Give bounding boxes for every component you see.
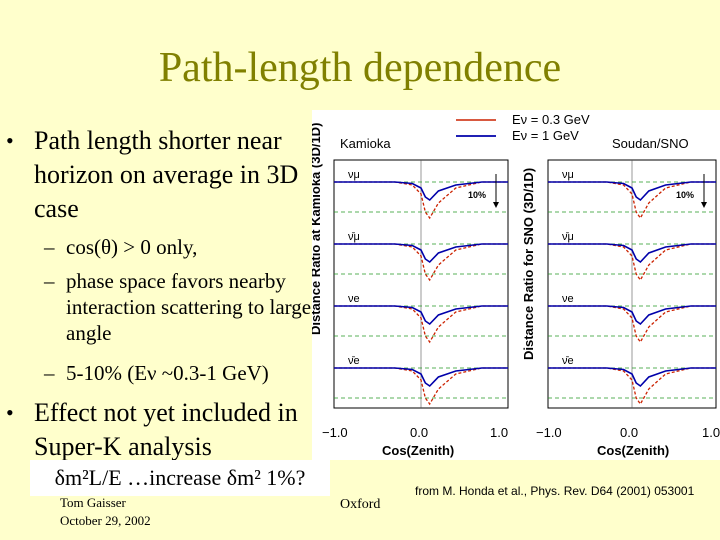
subbullet-2-text: phase space favors nearby interaction sc…	[66, 269, 312, 345]
left-series-2-line	[334, 305, 508, 326]
x-tick-right-3: 1.0	[702, 425, 720, 440]
legend-label-2: Eν = 1 GeV	[512, 128, 579, 143]
x-tick-right-2: 0.0	[620, 425, 638, 440]
bullet-dot-icon: •	[6, 400, 14, 425]
right-panel-title: Soudan/SNO	[612, 136, 689, 151]
right-row-label: ν̄e	[562, 355, 574, 367]
subbullet-2: – phase space favors nearby interaction …	[44, 268, 326, 346]
left-series-2-line	[334, 367, 508, 388]
bullet-1-text: Path length shorter near horizon on aver…	[34, 126, 299, 223]
citation: from M. Honda et al., Phys. Rev. D64 (20…	[415, 484, 695, 498]
slide-title: Path-length dependence	[158, 45, 562, 91]
subbullet-1: – cos(θ) > 0 only,	[44, 234, 316, 260]
legend-label-1: Eν = 0.3 GeV	[512, 112, 590, 127]
right-row-label: νe	[562, 293, 574, 305]
right-y-axis-label: Distance Ratio for SNO (3D/1D)	[521, 168, 536, 360]
bullet-2-text: Effect not yet included in Super-K analy…	[34, 398, 298, 461]
left-row-label: νμ	[348, 169, 360, 181]
x-tick-left-3: 1.0	[490, 425, 508, 440]
figure-svg: Kamioka Soudan/SNO Eν = 0.3 GeV Eν = 1 G…	[308, 112, 720, 458]
footer-author: Tom Gaisser	[60, 495, 126, 510]
x-tick-left-2: 0.0	[410, 425, 428, 440]
left-y-axis-label: Distance Ratio at Kamioka (3D/1D)	[312, 123, 323, 335]
footer-date: October 29, 2002	[60, 513, 151, 528]
x-tick-right-1: −1.0	[536, 425, 562, 440]
right-scale-arrow-head	[701, 202, 707, 208]
subbullet-1-text: cos(θ) > 0 only,	[66, 235, 198, 259]
right-row-label: νμ	[562, 169, 574, 181]
left-row-label: νe	[348, 293, 360, 305]
right-row-label: ν̄μ	[562, 231, 574, 243]
right-series-2-line	[548, 181, 716, 202]
right-scale-label: 10%	[676, 190, 694, 200]
bullet-2: • Effect not yet included in Super-K ana…	[6, 396, 324, 464]
left-row-label: ν̄e	[348, 355, 360, 367]
left-scale-label: 10%	[468, 190, 486, 200]
bullet-1: • Path length shorter near horizon on av…	[6, 124, 324, 226]
subbullet-3-text: 5-10% (Eν ~0.3-1 GeV)	[66, 361, 269, 385]
right-series-2-line	[548, 367, 716, 388]
left-row-label: ν̄μ	[348, 231, 360, 243]
left-series-2-line	[334, 181, 508, 202]
right-series-2-line	[548, 305, 716, 326]
dash-icon: –	[44, 269, 55, 293]
footer-author-block: Tom Gaisser October 29, 2002	[60, 494, 151, 530]
footer-venue: Oxford	[340, 497, 381, 512]
left-scale-arrow-head	[493, 202, 499, 208]
subbullet-3: – 5-10% (Eν ~0.3-1 GeV)	[44, 360, 316, 386]
x-axis-label-left: Cos(Zenith)	[382, 443, 454, 458]
left-panel-title: Kamioka	[340, 136, 391, 151]
highlight-note: δm²L/E …increase δm² 1%?	[30, 460, 330, 496]
left-series-2-line	[334, 243, 508, 264]
x-tick-left-1: −1.0	[322, 425, 348, 440]
figure-panel: Kamioka Soudan/SNO Eν = 0.3 GeV Eν = 1 G…	[308, 110, 720, 460]
dash-icon: –	[44, 361, 55, 385]
dash-icon: –	[44, 235, 55, 259]
x-axis-label-right: Cos(Zenith)	[597, 443, 669, 458]
right-series-2-line	[548, 243, 716, 264]
bullet-dot-icon: •	[6, 128, 14, 153]
